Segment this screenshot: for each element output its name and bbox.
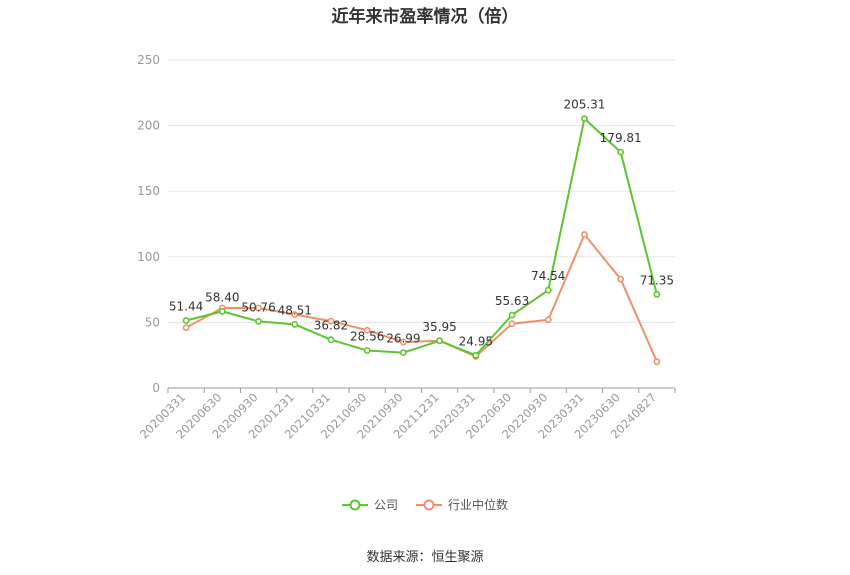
series-0-point-12 bbox=[617, 148, 625, 156]
series-1-point-12 bbox=[617, 275, 625, 283]
series-1-point-13 bbox=[653, 358, 661, 366]
data-label-6: 26.99 bbox=[386, 332, 420, 346]
y-tick-label-150: 150 bbox=[137, 184, 160, 198]
series-0-point-8 bbox=[472, 351, 480, 359]
series-1-point-5 bbox=[363, 326, 371, 334]
legend-label-company: 公司 bbox=[373, 498, 398, 512]
legend: 公司 行业中位数 bbox=[0, 496, 850, 513]
series-0-point-10 bbox=[544, 286, 552, 294]
legend-item-company[interactable]: 公司 bbox=[341, 496, 398, 513]
y-tick-label-50: 50 bbox=[145, 315, 160, 329]
series-1-point-10 bbox=[544, 316, 552, 324]
series-line-0 bbox=[185, 117, 658, 357]
series-1-point-4 bbox=[327, 317, 335, 325]
data-label-4: 36.82 bbox=[314, 319, 348, 333]
series-0-point-0 bbox=[182, 317, 190, 324]
data-label-11: 205.31 bbox=[563, 98, 605, 112]
series-0-point-3 bbox=[291, 320, 299, 328]
y-tick-label-200: 200 bbox=[137, 119, 160, 133]
y-tick-label-100: 100 bbox=[137, 250, 160, 264]
data-label-12: 179.81 bbox=[600, 131, 642, 145]
series-1-point-2 bbox=[255, 304, 262, 312]
series-0-point-11 bbox=[581, 115, 588, 123]
series-0-point-1 bbox=[218, 307, 226, 315]
y-tick-label-0: 0 bbox=[152, 381, 160, 395]
data-label-0: 51.44 bbox=[169, 300, 203, 314]
data-label-10: 74.54 bbox=[531, 269, 565, 283]
series-0-point-4 bbox=[327, 336, 335, 344]
legend-item-industry-median[interactable]: 行业中位数 bbox=[416, 496, 508, 513]
legend-label-industry-median: 行业中位数 bbox=[448, 498, 509, 512]
data-label-5: 28.56 bbox=[350, 330, 384, 344]
legend-marker-industry-icon bbox=[416, 499, 442, 510]
series-1-point-3 bbox=[291, 311, 299, 318]
y-tick-label-250: 250 bbox=[137, 53, 160, 67]
series-1-point-11 bbox=[581, 231, 588, 238]
series-0-point-2 bbox=[255, 318, 262, 325]
data-label-2: 50.76 bbox=[241, 300, 275, 314]
source-note: 数据来源：恒生聚源 bbox=[366, 550, 484, 565]
series-0-point-13 bbox=[653, 290, 661, 298]
chart-title: 近年来市盈率情况（倍） bbox=[331, 7, 519, 27]
series-1-point-9 bbox=[508, 320, 516, 328]
data-label-1: 58.40 bbox=[205, 290, 239, 304]
data-label-9: 55.63 bbox=[495, 294, 529, 308]
series-0-point-9 bbox=[508, 311, 516, 319]
legend-marker-company-icon bbox=[341, 499, 368, 510]
data-label-7: 35.95 bbox=[422, 320, 456, 334]
data-label-13: 71.35 bbox=[640, 273, 674, 287]
series-0-point-6 bbox=[399, 349, 407, 356]
series-0-point-7 bbox=[436, 337, 444, 345]
data-label-3: 48.51 bbox=[278, 303, 312, 317]
series-0-point-5 bbox=[363, 347, 371, 354]
series-line-1 bbox=[185, 233, 658, 363]
data-label-8: 24.95 bbox=[459, 334, 493, 348]
series-1-point-6 bbox=[399, 338, 407, 346]
series-1-point-0 bbox=[182, 324, 190, 332]
